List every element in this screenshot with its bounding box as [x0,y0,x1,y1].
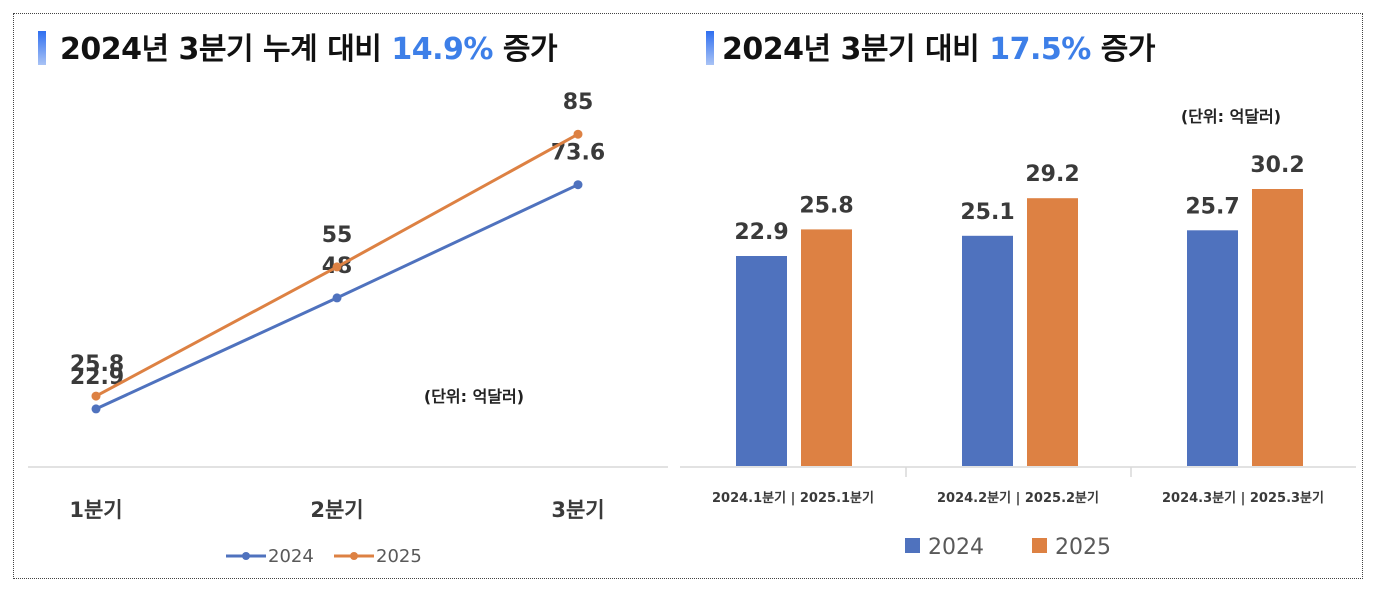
legend-label-2025: 2025 [376,546,422,567]
bar-chart-title: 2024년 3분기 대비 17.5% 증가 [706,24,1155,68]
bar-chart-unit-label: (단위: 억달러) [1181,107,1281,126]
bar-label-2024: 25.7 [1185,194,1239,219]
bar-2024 [736,256,787,466]
line-chart-title: 2024년 3분기 누계 대비 14.9% 증가 [38,24,558,68]
bar-title-highlight: 17.5% [989,32,1091,67]
legend-label-2025: 2025 [1055,535,1111,560]
data-point-2025 [91,391,101,401]
data-label-2025: 25.8 [70,352,124,377]
data-label-2025: 55 [322,223,353,248]
x-tick-label: 2024.2분기 | 2025.2분기 [937,491,1099,506]
data-point-2024 [332,293,342,303]
line-title-suffix: 증가 [502,32,558,67]
x-tick-label: 2024.3분기 | 2025.3분기 [1162,491,1324,506]
x-tick-label: 3분기 [551,498,604,522]
figure-frame [13,13,1363,579]
bar-2025 [1027,198,1078,466]
line-chart-unit-label: (단위: 억달러) [424,387,524,406]
bar-label-2025: 25.8 [799,193,853,218]
legend-swatch-2024 [905,538,920,553]
bar-label-2025: 29.2 [1025,162,1079,187]
title-accent-bar [706,31,714,65]
bar-2024 [1187,230,1238,466]
bar-label-2024: 25.1 [960,200,1014,225]
legend-label-2024: 2024 [268,546,314,567]
legend-marker-2025 [350,552,358,560]
bar-title-suffix: 증가 [1100,32,1156,67]
x-tick-label: 2분기 [310,498,363,522]
data-point-2025 [332,262,342,272]
data-point-2024 [91,404,101,414]
title-accent-bar [38,31,46,65]
x-tick-label: 1분기 [69,498,122,522]
legend-label-2024: 2024 [928,535,984,560]
legend-swatch-2025 [1032,538,1047,553]
data-label-2025: 85 [563,90,594,115]
bar-label-2024: 22.9 [734,220,788,245]
data-point-2025 [573,129,583,139]
data-point-2024 [573,180,583,190]
line-title-highlight: 14.9% [391,32,493,67]
line-title-prefix: 2024년 3분기 누계 대비 [60,32,382,67]
bar-2024 [962,235,1013,466]
bar-2025 [801,229,852,466]
bar-title-prefix: 2024년 3분기 대비 [722,32,980,67]
x-tick-label: 2024.1분기 | 2025.1분기 [712,491,874,506]
legend-marker-2024 [242,552,250,560]
bar-label-2025: 30.2 [1250,153,1304,178]
bar-2025 [1252,189,1303,466]
